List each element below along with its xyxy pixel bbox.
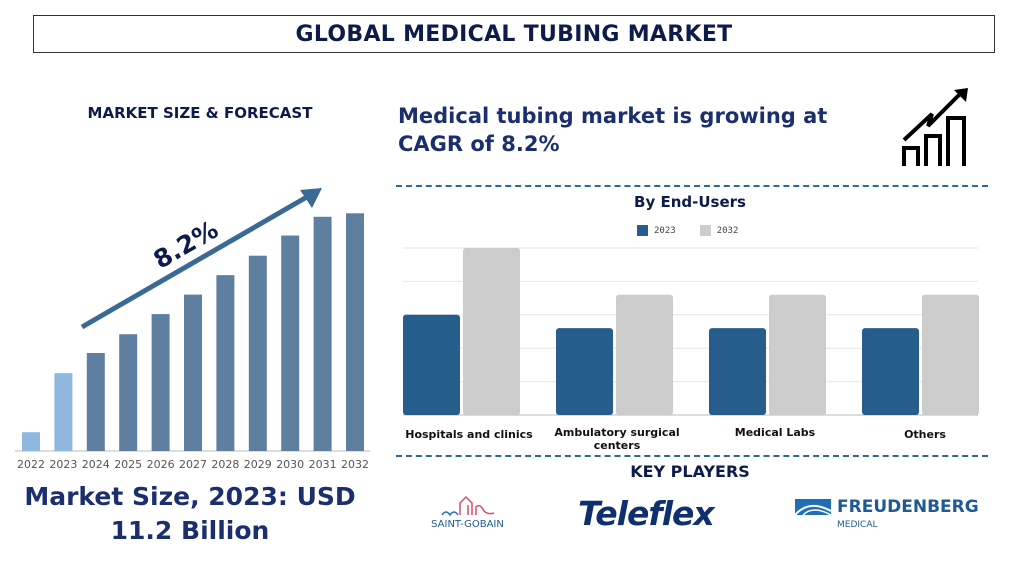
bar-2032	[463, 248, 520, 415]
category-label: Medical Labs	[734, 426, 816, 439]
tick-label: 2030	[276, 458, 304, 471]
market-size-chart: 2022 2023 2024 2025 2026 2027 2028 2029 2030 2031…	[15, 188, 370, 471]
bar-2029	[248, 255, 267, 451]
bar-2023	[709, 328, 766, 415]
bar-2031	[313, 216, 332, 451]
legend-swatch-2032	[699, 225, 711, 236]
legend-label-2023: 2023	[654, 225, 676, 236]
freudenberg-wave-icon	[795, 499, 831, 515]
bar-2023	[54, 373, 73, 451]
bar-2028	[216, 275, 235, 451]
end-users-chart	[403, 247, 979, 416]
tick-label: 2024	[82, 458, 110, 471]
tick-label: 2028	[211, 458, 239, 471]
bar-2023	[403, 314, 460, 415]
bar-2032	[616, 294, 673, 415]
tick-label: 2032	[341, 458, 369, 471]
saint-gobain-logo: SAINT-GOBAIN	[420, 495, 515, 530]
freudenberg-text: FREUDENBERG	[837, 497, 979, 517]
growth-arrow	[80, 191, 314, 330]
divider	[396, 455, 988, 457]
growth-arrow-head	[300, 188, 322, 208]
bar-2022	[22, 432, 40, 451]
tick-label: 2031	[309, 458, 337, 471]
end-users-chart-title: By End-Users	[634, 193, 746, 211]
cagr-headline: Medical tubing market is growing at CAGR…	[398, 104, 828, 156]
bar-2027	[184, 294, 202, 451]
bar-2023	[556, 328, 613, 415]
bar-2024	[86, 353, 105, 451]
tick-label: 2025	[114, 458, 142, 471]
legend-swatch-2023	[637, 225, 648, 236]
tick-label: 2029	[244, 458, 272, 471]
freudenberg-sub: MEDICAL	[837, 520, 878, 530]
divider	[396, 185, 988, 187]
page-title: GLOBAL MEDICAL TUBING MARKET	[33, 15, 995, 53]
bar-2032	[769, 294, 826, 415]
freudenberg-logo: FREUDENBERG MEDICAL	[795, 497, 979, 530]
bar-2032	[346, 213, 364, 451]
teleflex-logo: Teleflex	[578, 494, 715, 533]
tick-label: 2027	[179, 458, 207, 471]
tick-label: 2023	[49, 458, 77, 471]
chart-legend: 2023 2032	[637, 225, 738, 236]
tick-label: 2022	[17, 458, 45, 471]
bar-chart-growth-arrow-icon	[902, 88, 968, 166]
bar-2023	[862, 328, 919, 415]
category-label: Others	[904, 428, 946, 441]
bar-2026	[151, 314, 170, 451]
category-label: Hospitals and clinics	[405, 428, 533, 441]
market-size-title: MARKET SIZE & FORECAST	[87, 104, 313, 122]
market-size-text: Market Size, 2023: USD 11.2 Billion	[24, 482, 356, 545]
saint-gobain-text: SAINT-GOBAIN	[431, 519, 504, 530]
bar-2030	[281, 235, 300, 451]
legend-label-2032: 2032	[716, 225, 739, 236]
bar-2025	[119, 334, 138, 451]
tick-label: 2026	[147, 458, 175, 471]
category-label: Ambulatory surgical centers	[554, 426, 680, 452]
key-players-title: KEY PLAYERS	[630, 462, 750, 481]
bar-2032	[922, 294, 979, 415]
